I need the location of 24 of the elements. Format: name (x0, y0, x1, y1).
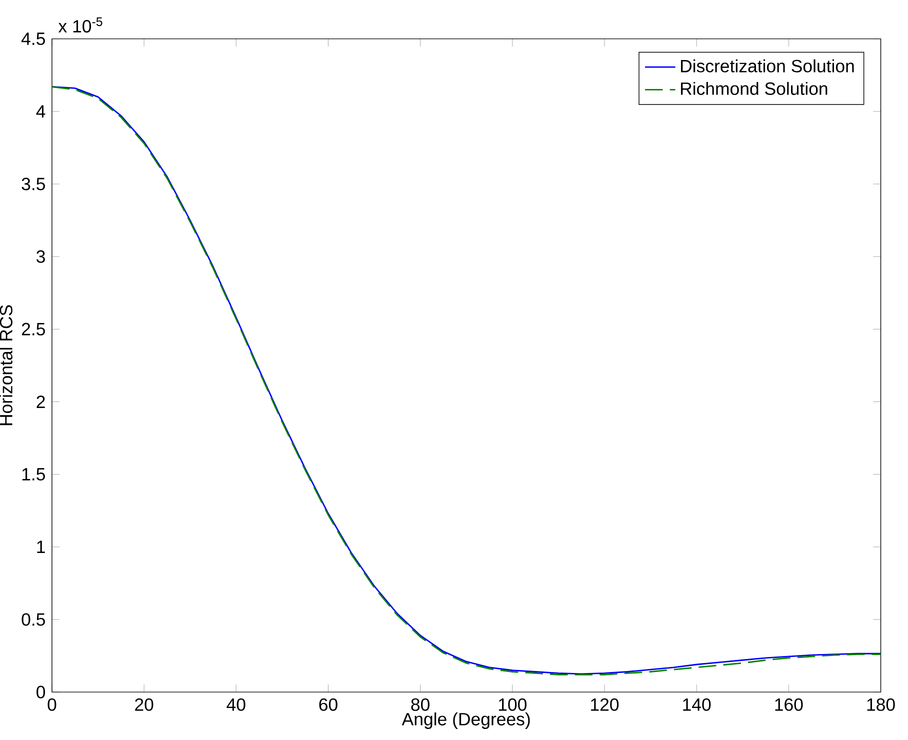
y-tick-label: 4.5 (21, 32, 45, 46)
y-tick-label: 3 (36, 250, 45, 263)
y-tick-label: 1.5 (22, 468, 45, 481)
y-tick-label: 2 (36, 396, 45, 408)
x-tick-label: 160 (775, 698, 803, 711)
text: x 10$^{-5}$ (58, 17, 102, 33)
y-tick-label: 0.5 (22, 613, 45, 626)
y-tick-label: 0 (36, 686, 46, 698)
legend-label: Discretization Solution (681, 59, 854, 72)
x-tick-label: 140 (683, 698, 711, 711)
x-tick-label: 60 (319, 698, 338, 711)
x-tick-label: 120 (591, 698, 619, 711)
y-tick-label: 3.5 (22, 178, 45, 190)
x-tick-label: 40 (226, 698, 246, 711)
x-tick-label: 100 (498, 698, 527, 711)
x-tick-label: 0 (48, 698, 56, 711)
x-tick-label: 180 (867, 698, 895, 711)
x-axis-title: Angle (Degrees) (402, 712, 530, 729)
y-tick-label: 2.5 (22, 322, 45, 336)
legend-label: Richmond Solution (681, 82, 828, 95)
x-tick-label: 20 (135, 698, 154, 711)
y-tick-label: 4 (36, 105, 46, 118)
x-tick-label: 80 (411, 698, 430, 711)
y-tick-label: 1 (37, 540, 45, 554)
